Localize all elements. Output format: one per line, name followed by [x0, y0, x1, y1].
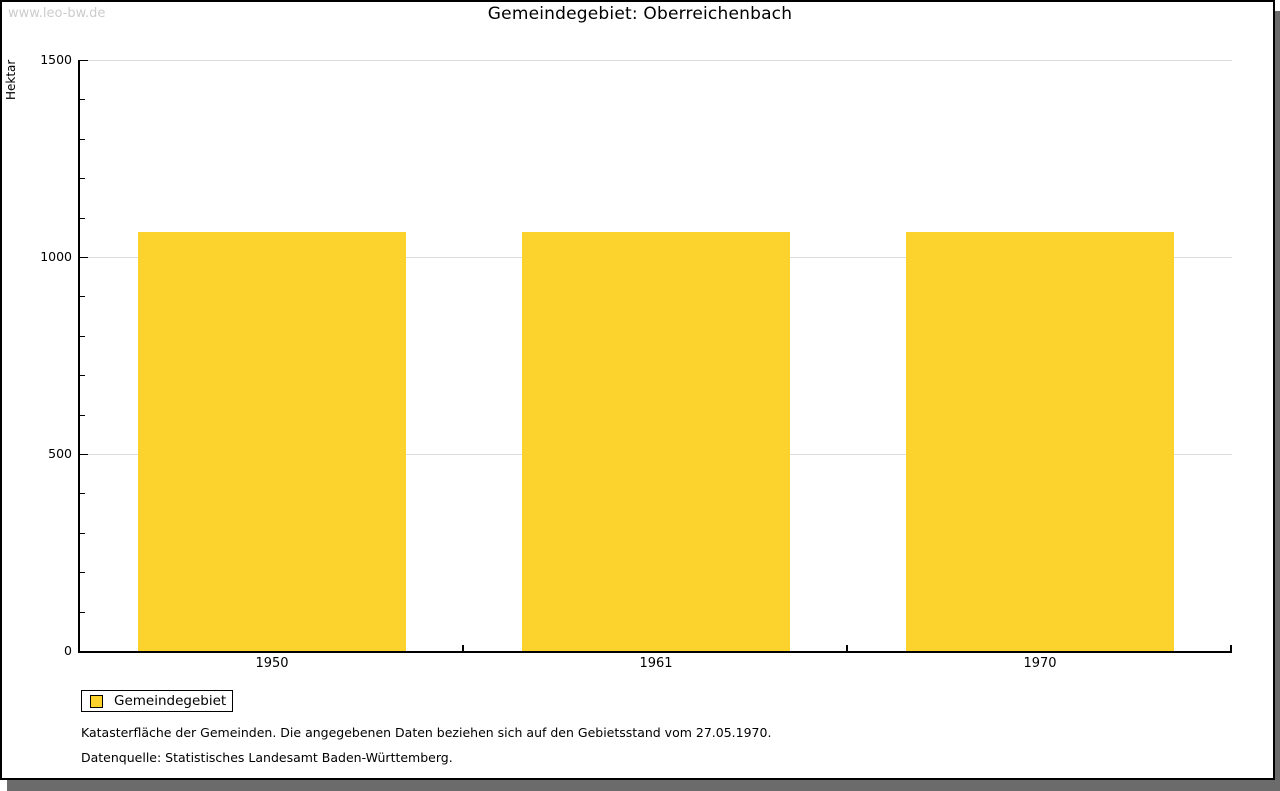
y-axis-major-tick	[80, 651, 88, 652]
y-tick-label: 0	[64, 643, 72, 658]
footnote-data-source: Datenquelle: Statistisches Landesamt Bad…	[81, 750, 453, 765]
y-axis-minor-tick	[80, 138, 85, 140]
x-axis-tick	[462, 645, 464, 651]
bar-1950	[138, 232, 406, 651]
y-axis-minor-tick	[80, 375, 85, 377]
y-axis-line	[78, 60, 80, 653]
legend-swatch-gemeindegebiet	[90, 694, 103, 708]
watermark-text: www.leo-bw.de	[8, 6, 106, 21]
y-axis-minor-tick	[80, 572, 85, 574]
y-axis-major-tick	[80, 454, 88, 455]
y-axis-major-tick	[80, 60, 88, 61]
y-axis-minor-tick	[80, 532, 85, 534]
y-axis-minor-tick	[80, 99, 85, 101]
x-axis-line	[78, 651, 1232, 653]
x-axis-tick	[846, 645, 848, 651]
chart-title: Gemeindegebiet: Oberreichenbach	[487, 4, 793, 24]
bar-1961	[522, 232, 790, 651]
y-axis-minor-tick	[80, 493, 85, 495]
y-axis-minor-tick	[80, 414, 85, 416]
y-axis-minor-tick	[80, 335, 85, 337]
footnote-source-note: Katasterfläche der Gemeinden. Die angege…	[81, 725, 772, 740]
y-axis-minor-tick	[80, 296, 85, 298]
y-axis-minor-tick	[80, 178, 85, 180]
y-tick-label: 1500	[40, 52, 72, 67]
x-axis-tick	[1230, 645, 1232, 651]
x-tick-label: 1970	[1023, 656, 1057, 671]
y-axis-major-tick	[80, 257, 88, 258]
x-tick-label: 1950	[255, 656, 289, 671]
bar-1970	[906, 232, 1174, 651]
legend-box: Gemeindegebiet	[81, 690, 233, 712]
y-gridline	[80, 60, 1232, 61]
y-axis-minor-tick	[80, 611, 85, 613]
y-axis-minor-tick	[80, 217, 85, 219]
y-axis-label: Hektar	[4, 59, 18, 100]
y-tick-label: 500	[48, 446, 72, 461]
y-tick-label: 1000	[40, 249, 72, 264]
legend-label: Gemeindegebiet	[114, 693, 227, 709]
x-tick-label: 1961	[639, 656, 673, 671]
